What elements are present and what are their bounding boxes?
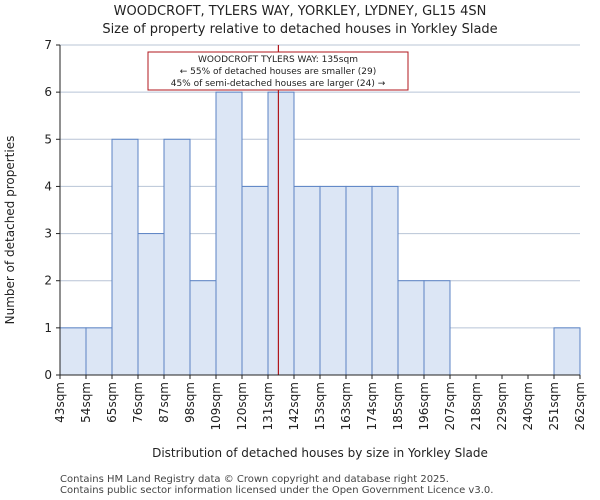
footer-line-2: Contains public sector information licen… (60, 485, 494, 496)
x-tick-label: 98sqm (183, 382, 197, 423)
x-tick-labels: 43sqm 54sqm 65sqm 76sqm 87sqm 98sqm 109sqm 120s… (53, 375, 587, 430)
x-axis-label: Distribution of detached houses by size … (152, 446, 488, 460)
bar-185sqm (397, 280, 425, 376)
bar-120sqm (241, 185, 269, 376)
annotation-line-2: ← 55% of detached houses are smaller (29… (180, 67, 377, 77)
x-tick-label: 43sqm (53, 382, 67, 423)
chart-subtitle: Size of property relative to detached ho… (102, 22, 498, 37)
x-tick-label: 65sqm (105, 382, 119, 423)
x-tick-label: 251sqm (547, 382, 561, 430)
x-tick-label: 131sqm (261, 382, 275, 430)
bar-131sqm (267, 91, 295, 376)
y-tick-label: 1 (44, 321, 52, 335)
x-tick-label: 76sqm (131, 382, 145, 423)
x-tick-label: 196sqm (417, 382, 431, 430)
x-tick-label: 240sqm (521, 382, 535, 430)
bar-54sqm (85, 327, 113, 376)
x-tick-label: 207sqm (443, 382, 457, 430)
bar-43sqm (59, 327, 87, 376)
x-tick-label: 142sqm (287, 382, 301, 430)
x-tick-label: 229sqm (495, 382, 509, 430)
y-tick-label: 0 (44, 368, 52, 382)
y-tick-label: 2 (44, 274, 52, 288)
bar-174sqm (371, 185, 399, 376)
x-tick-label: 54sqm (79, 382, 93, 423)
x-tick-label: 120sqm (235, 382, 249, 430)
bar-163sqm (345, 185, 373, 376)
x-tick-label: 174sqm (365, 382, 379, 430)
y-tick-label: 6 (44, 85, 52, 99)
bar-98sqm (189, 280, 217, 376)
chart-title: WOODCROFT, TYLERS WAY, YORKLEY, LYDNEY, … (113, 4, 487, 19)
x-tick-label: 109sqm (209, 382, 223, 430)
x-tick-label: 87sqm (157, 382, 171, 423)
bar-87sqm (163, 138, 191, 376)
bar-109sqm (215, 91, 243, 376)
y-tick-label: 7 (44, 38, 52, 52)
x-tick-label: 185sqm (391, 382, 405, 430)
x-tick-label: 163sqm (339, 382, 353, 430)
bar-196sqm (423, 280, 451, 376)
bar-153sqm (319, 185, 347, 376)
bars (59, 91, 581, 376)
x-tick-label: 262sqm (573, 382, 587, 430)
y-axis-label: Number of detached properties (3, 136, 17, 325)
bar-251sqm (553, 327, 581, 376)
y-tick-labels: 0 1 2 3 4 5 6 7 (44, 38, 60, 382)
annotation-box: WOODCROFT TYLERS WAY: 135sqm ← 55% of de… (147, 51, 409, 91)
x-tick-label: 218sqm (469, 382, 483, 430)
x-tick-label: 153sqm (313, 382, 327, 430)
annotation-line-3: 45% of semi-detached houses are larger (… (171, 79, 386, 89)
y-tick-label: 5 (44, 132, 52, 146)
bar-65sqm (111, 138, 139, 376)
bar-76sqm (137, 233, 165, 376)
footer-line-1: Contains HM Land Registry data © Crown c… (60, 474, 449, 485)
annotation-line-1: WOODCROFT TYLERS WAY: 135sqm (198, 55, 358, 65)
y-tick-label: 3 (44, 227, 52, 241)
y-tick-label: 4 (44, 179, 52, 193)
bar-142sqm (293, 185, 321, 376)
